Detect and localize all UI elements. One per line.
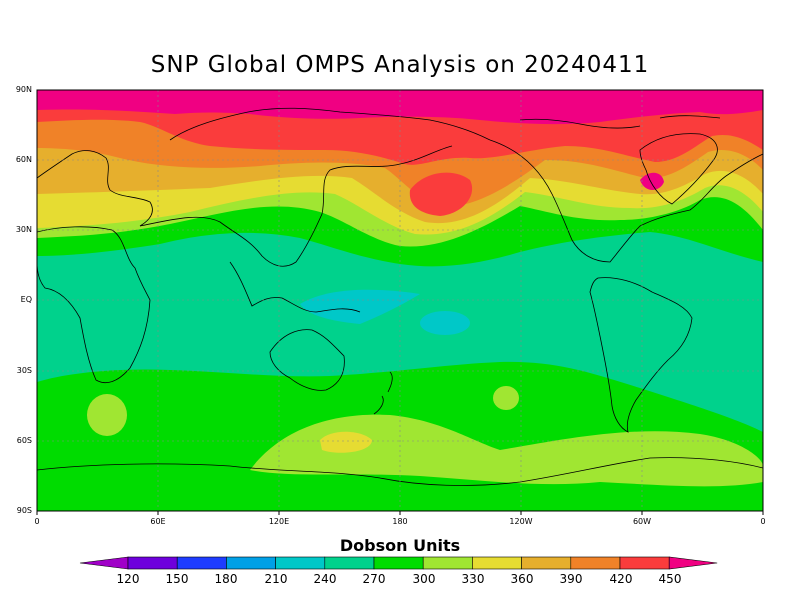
colorbar-swatch xyxy=(127,556,178,570)
band-330-patch-west xyxy=(87,394,127,436)
colorbar-tick-120: 120 xyxy=(116,572,140,586)
y-label-90s: 90S xyxy=(16,506,32,515)
colorbar-swatch xyxy=(619,556,670,570)
band-330-south xyxy=(250,414,763,487)
tick-marks xyxy=(36,511,764,515)
x-label-120e: 120E xyxy=(268,517,290,526)
colorbar-tick-180: 180 xyxy=(214,572,238,586)
colorbar-tick-300: 300 xyxy=(412,572,436,586)
south-america-coastline xyxy=(589,277,693,433)
colorbar-title: Dobson Units xyxy=(339,536,461,555)
colorbar-tick-270: 270 xyxy=(362,572,386,586)
colorbar-swatch xyxy=(521,556,572,570)
band-330-patch-pacific xyxy=(493,386,519,410)
colorbar-arrow-high xyxy=(668,556,718,570)
new-zealand-coastline xyxy=(373,371,393,415)
coastlines xyxy=(37,107,763,486)
colorbar-swatch xyxy=(472,556,522,570)
band-450-patch-pacific xyxy=(409,172,473,216)
colorbar-swatch xyxy=(373,556,424,570)
colorbar-swatch xyxy=(324,556,375,570)
y-label-30n: 30N xyxy=(15,225,32,234)
colorbar xyxy=(79,556,718,570)
antarctica-coastline xyxy=(37,457,763,486)
y-label-90n: 90N xyxy=(15,85,32,94)
colorbar-tick-240: 240 xyxy=(313,572,337,586)
x-label-120w: 120W xyxy=(509,517,533,526)
x-label-0-east: 0 xyxy=(760,517,766,526)
band-300-southeast xyxy=(37,463,250,511)
australia-coastline xyxy=(269,329,345,391)
colorbar-swatch xyxy=(176,556,227,570)
north-america-coastline xyxy=(489,139,763,263)
y-label-30s: 30S xyxy=(16,366,32,375)
colorbar-tick-210: 210 xyxy=(264,572,288,586)
colorbar-swatch xyxy=(570,556,621,570)
colorbar-tick-150: 150 xyxy=(165,572,189,586)
africa-coastline xyxy=(37,226,151,384)
map-title: SNP Global OMPS Analysis on 20240411 xyxy=(150,52,650,78)
band-480-north xyxy=(37,90,763,125)
y-label-eq: EQ xyxy=(20,295,32,304)
colorbar-swatch xyxy=(422,556,473,570)
siberia-coastline xyxy=(169,107,491,141)
band-240-patch xyxy=(420,311,470,335)
x-label-0: 0 xyxy=(34,517,40,526)
asia-coastline xyxy=(139,145,453,267)
arctic-islands-coastline xyxy=(519,115,721,129)
x-label-180: 180 xyxy=(392,517,408,526)
x-label-60w: 60W xyxy=(632,517,652,526)
colorbar-arrow-low xyxy=(79,556,129,570)
colorbar-tick-390: 390 xyxy=(559,572,583,586)
band-480-patch-greenland xyxy=(640,172,664,190)
y-label-60s: 60S xyxy=(16,436,32,445)
x-label-60e: 60E xyxy=(150,517,166,526)
greenland-coastline xyxy=(639,133,718,205)
colorbar-tick-330: 330 xyxy=(461,572,485,586)
southeast-asia-coastline xyxy=(229,261,361,313)
band-240-tropics xyxy=(300,289,420,324)
colorbar-swatch xyxy=(226,556,276,570)
colorbar-tick-450: 450 xyxy=(658,572,682,586)
europe-coastline xyxy=(37,150,153,227)
graticule xyxy=(37,90,763,511)
colorbar-swatch xyxy=(275,556,326,570)
y-label-60n: 60N xyxy=(15,155,32,164)
band-360-south xyxy=(320,431,372,453)
colorbar-tick-420: 420 xyxy=(609,572,633,586)
colorbar-tick-360: 360 xyxy=(510,572,534,586)
